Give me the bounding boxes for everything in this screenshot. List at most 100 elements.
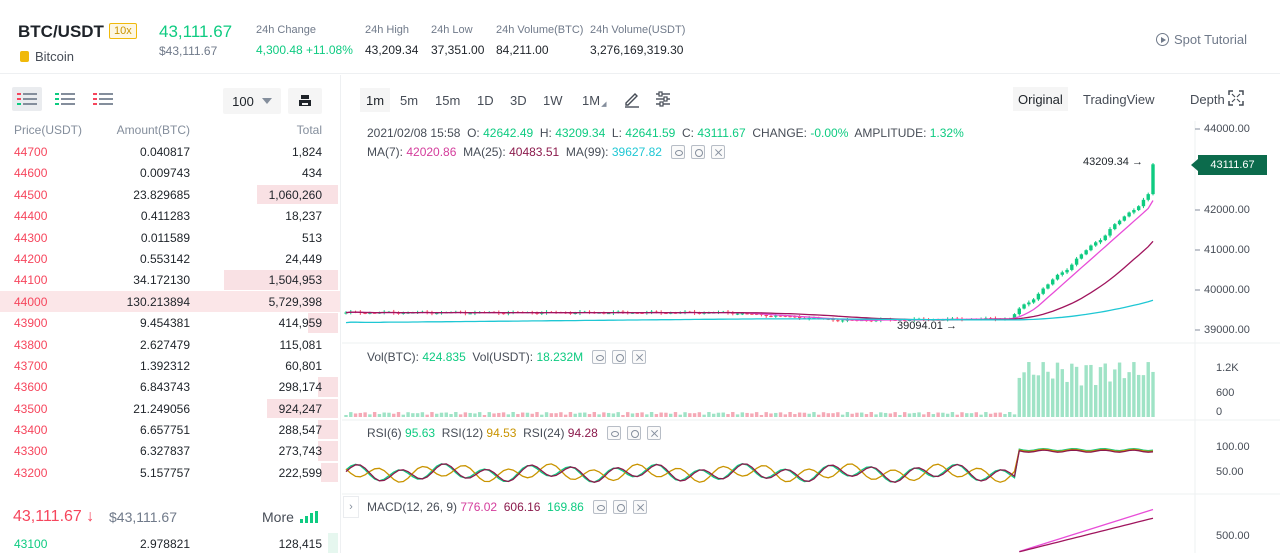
ask-row[interactable]: 44000 130.213894 5,729,398 xyxy=(0,290,340,313)
timeframe-1M[interactable]: 1M ◢ xyxy=(582,92,607,109)
volume-bar xyxy=(974,412,979,417)
ask-row[interactable]: 44700 0.040817 1,824 xyxy=(0,141,340,162)
volume-bar xyxy=(439,412,444,417)
bid-row[interactable]: 43100 2.978821 128,415 xyxy=(0,533,340,553)
ma-legend: MA(7): 42020.86 MA(25): 40483.51 MA(99):… xyxy=(367,145,726,159)
candle-body xyxy=(1055,274,1060,280)
pair-title[interactable]: BTC/USDT xyxy=(18,22,104,41)
volume-bar xyxy=(1022,372,1026,417)
depth-select[interactable]: 100 xyxy=(223,88,281,114)
candle-body xyxy=(1079,254,1084,259)
ask-amount: 6.657751 xyxy=(139,423,190,438)
macd-legend: MACD(12, 26, 9) 776.02 606.16 169.86 xyxy=(367,500,648,514)
chart-toolbar: 1m 5m 15m 1D 3D 1W 1M ◢ Original Trading… xyxy=(342,75,1280,121)
volume-bar xyxy=(1003,414,1007,417)
gear-icon[interactable] xyxy=(612,350,627,364)
volume-bar xyxy=(821,412,826,417)
volume-bar xyxy=(635,412,639,417)
ask-amount: 0.011589 xyxy=(140,230,190,245)
close-icon[interactable] xyxy=(632,350,647,364)
volume-bar xyxy=(520,412,525,417)
volume-legend: Vol(BTC): 424.835 Vol(USDT): 18.232M xyxy=(367,350,647,364)
ask-row[interactable]: 44100 34.172130 1,504,953 xyxy=(0,269,340,290)
kline-chart[interactable] xyxy=(342,75,1280,553)
fullscreen-icon[interactable] xyxy=(1228,90,1244,106)
timeframe-5m[interactable]: 5m xyxy=(400,92,419,108)
ask-total: 24,449 xyxy=(285,251,322,266)
ask-row[interactable]: 43600 6.843743 298,174 xyxy=(0,376,340,397)
ask-row[interactable]: 43800 2.627479 115,081 xyxy=(0,334,340,355)
volume-bar xyxy=(420,412,425,417)
ask-total: 513 xyxy=(301,230,322,245)
candle-body xyxy=(745,313,749,315)
eye-icon[interactable] xyxy=(607,426,622,440)
volume-bar xyxy=(807,413,811,417)
more-button[interactable]: More xyxy=(262,509,318,525)
close-icon[interactable] xyxy=(711,145,726,159)
close-icon[interactable] xyxy=(647,426,662,440)
ask-row[interactable]: 44500 23.829685 1,060,260 xyxy=(0,184,340,205)
eye-icon[interactable] xyxy=(592,350,607,364)
price-axis-label: 40000.00 xyxy=(1204,284,1250,296)
ask-row[interactable]: 43300 6.327837 273,743 xyxy=(0,440,340,461)
volume-bar xyxy=(1046,371,1050,417)
ask-total: 288,547 xyxy=(278,423,322,438)
ask-price: 43800 xyxy=(14,337,48,352)
volume-bar xyxy=(936,412,940,417)
ask-row[interactable]: 43700 1.392312 60,801 xyxy=(0,355,340,376)
view-both-button[interactable] xyxy=(12,87,42,111)
gear-icon[interactable] xyxy=(691,145,706,159)
timeframe-3d[interactable]: 3D xyxy=(510,92,527,108)
timeframe-15m[interactable]: 15m xyxy=(435,92,461,108)
book-settings-button[interactable] xyxy=(288,88,322,114)
view-tradingview[interactable]: TradingView xyxy=(1083,91,1155,107)
eye-icon[interactable] xyxy=(593,500,608,514)
candle-body xyxy=(793,316,797,318)
timeframe-1m[interactable]: 1m xyxy=(360,88,391,112)
view-bids-button[interactable] xyxy=(50,87,80,111)
ohlc-legend: 2021/02/08 15:58 O: 42642.49 H: 43209.34… xyxy=(367,126,964,140)
draw-pen-icon[interactable] xyxy=(623,90,641,108)
expand-indicators-button[interactable]: › xyxy=(343,496,359,518)
ask-row[interactable]: 44200 0.553142 24,449 xyxy=(0,248,340,269)
volume-bar xyxy=(640,412,644,417)
ask-row[interactable]: 44300 0.011589 513 xyxy=(0,227,340,248)
volume-bar xyxy=(1074,366,1079,417)
coin-name[interactable]: Bitcoin xyxy=(20,49,74,64)
gear-icon[interactable] xyxy=(627,426,642,440)
ask-row[interactable]: 44400 0.411283 18,237 xyxy=(0,205,340,226)
volume-bar xyxy=(415,413,420,417)
ask-total: 18,237 xyxy=(285,209,322,224)
candle-body xyxy=(1017,308,1021,315)
volume-bar xyxy=(554,413,558,417)
order-book: 100 Price(USDT) Amount(BTC) Total 44700 0… xyxy=(0,75,341,553)
volume-bar xyxy=(602,412,606,417)
volume-bar xyxy=(458,414,463,417)
candle-body xyxy=(602,312,606,314)
volume-bar xyxy=(802,412,807,417)
gear-icon[interactable] xyxy=(613,500,628,514)
ask-row[interactable]: 43200 5.157757 222,599 xyxy=(0,462,340,483)
volume-bar xyxy=(1017,377,1021,417)
close-icon[interactable] xyxy=(633,500,648,514)
timeframe-1d[interactable]: 1D xyxy=(477,92,494,108)
eye-icon[interactable] xyxy=(671,145,686,159)
volume-bar xyxy=(817,414,821,417)
ask-total: 273,743 xyxy=(278,444,322,459)
view-asks-button[interactable] xyxy=(88,87,118,111)
ask-row[interactable]: 44600 0.009743 434 xyxy=(0,162,340,183)
ask-row[interactable]: 43500 21.249056 924,247 xyxy=(0,398,340,419)
view-depth[interactable]: Depth xyxy=(1190,91,1225,107)
spot-tutorial-link[interactable]: Spot Tutorial xyxy=(1156,32,1247,47)
indicator-settings-icon[interactable] xyxy=(654,90,672,108)
volume-bar xyxy=(664,412,668,417)
candle-body xyxy=(1089,245,1093,251)
ask-row[interactable]: 43900 9.454381 414,959 xyxy=(0,312,340,333)
volume-bar xyxy=(950,412,955,417)
candle-body xyxy=(1108,229,1112,236)
view-original[interactable]: Original xyxy=(1013,87,1068,111)
ask-row[interactable]: 43400 6.657751 288,547 xyxy=(0,419,340,440)
timeframe-1w[interactable]: 1W xyxy=(543,92,563,108)
volume-bar xyxy=(774,412,778,417)
candle-body xyxy=(1031,299,1036,303)
